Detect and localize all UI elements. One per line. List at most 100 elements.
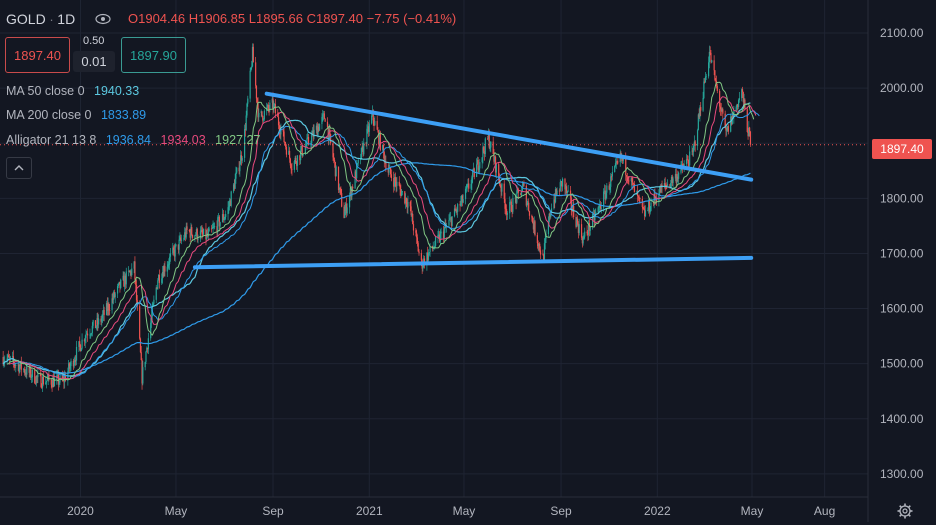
candle-body — [698, 114, 700, 118]
candle-body — [185, 226, 187, 238]
candle-body — [216, 226, 218, 232]
candle-body — [195, 235, 197, 236]
candle-body — [638, 196, 640, 198]
candle-body — [345, 203, 348, 214]
candle-body — [746, 109, 748, 132]
candle-body — [399, 185, 401, 190]
candle-body — [409, 201, 411, 207]
candle-body — [449, 217, 452, 219]
candle-body — [101, 318, 103, 322]
candle-body — [615, 161, 617, 164]
candle-body — [46, 378, 48, 381]
candle-body — [604, 190, 606, 200]
candle-body — [34, 382, 37, 384]
candle-body — [236, 167, 238, 173]
candle-body — [738, 98, 740, 101]
candle-body — [636, 191, 639, 196]
candle-body — [649, 210, 651, 213]
trendline-lower — [192, 255, 754, 270]
candle-body — [285, 143, 287, 147]
candle-body — [484, 138, 486, 155]
candle-body — [339, 187, 341, 190]
candle-body — [113, 292, 116, 298]
candle-body — [166, 266, 168, 272]
candle-body — [343, 206, 345, 218]
candle-body — [163, 266, 165, 277]
candle-body — [205, 228, 207, 240]
candle-body — [191, 227, 193, 235]
candle-body — [206, 233, 208, 240]
candle-body — [85, 333, 87, 339]
candle-body — [606, 185, 608, 193]
candle-body — [323, 113, 325, 119]
candle-body — [153, 299, 155, 304]
candle-body — [332, 142, 334, 158]
candle-body — [134, 261, 136, 280]
candle-body — [583, 236, 585, 238]
candle-body — [280, 129, 282, 135]
candle-body — [614, 166, 616, 173]
candle-body — [34, 369, 36, 383]
gear-icon[interactable] — [896, 502, 914, 520]
interval-label[interactable]: 1D — [57, 11, 76, 27]
sell-button[interactable]: 1897.40 — [5, 37, 70, 73]
candle-body — [603, 191, 605, 208]
candle-body — [676, 176, 678, 183]
candle-body — [404, 197, 407, 204]
candle-body — [434, 245, 436, 248]
candle-body — [526, 203, 528, 206]
candle-body — [533, 221, 535, 230]
ma200-legend[interactable]: MA 200 close 0 1833.89 — [6, 108, 152, 122]
candle-body — [267, 104, 269, 109]
candle-body — [118, 281, 120, 284]
alligator-legend[interactable]: Alligator 21 13 8 1936.84 1934.03 1927.2… — [6, 133, 266, 147]
candle-body — [672, 178, 674, 183]
candle-body — [647, 210, 649, 211]
candle-body — [318, 124, 321, 131]
candle-body — [162, 272, 164, 277]
candle-body — [576, 218, 578, 227]
quantity-input[interactable]: 0.01 — [73, 51, 115, 72]
candle-body — [700, 107, 702, 111]
alligator-teeth-line — [8, 96, 757, 380]
candle-body — [534, 221, 536, 236]
buy-button[interactable]: 1897.90 — [121, 37, 186, 73]
candle-body — [470, 184, 472, 189]
candle-body — [401, 191, 404, 193]
candle-body — [18, 364, 20, 373]
time-tick-label: May — [453, 504, 476, 518]
candle-body — [356, 164, 358, 179]
candle-body — [677, 176, 679, 179]
candle-body — [24, 372, 26, 374]
candle-body — [565, 186, 568, 193]
candle-body — [141, 359, 143, 384]
change-value: −7.75 (−0.41%) — [366, 11, 457, 26]
symbol-name[interactable]: GOLD — [6, 11, 46, 27]
candle-body — [418, 251, 420, 254]
candle-body — [374, 121, 376, 126]
candle-body — [670, 183, 672, 187]
candle-body — [525, 185, 527, 206]
candle-body — [125, 271, 127, 285]
candle-body — [317, 126, 319, 136]
candle-body — [202, 233, 204, 235]
candle-body — [340, 189, 342, 194]
candle-body — [565, 186, 567, 190]
candle-body — [240, 155, 243, 161]
candle-body — [313, 129, 315, 137]
candle-body — [202, 228, 205, 235]
candle-body — [161, 278, 163, 283]
candle-body — [289, 158, 291, 166]
eye-icon[interactable] — [95, 12, 111, 25]
candle-body — [594, 214, 596, 221]
candle-body — [57, 374, 59, 385]
candle-body — [499, 184, 501, 187]
ma50-legend[interactable]: MA 50 close 0 1940.33 — [6, 84, 145, 98]
candle-body — [448, 220, 450, 226]
symbol-header: GOLD · 1D — [6, 11, 76, 27]
candle-body — [23, 368, 26, 373]
candle-body — [598, 205, 600, 208]
chevron-up-icon[interactable] — [6, 157, 32, 179]
